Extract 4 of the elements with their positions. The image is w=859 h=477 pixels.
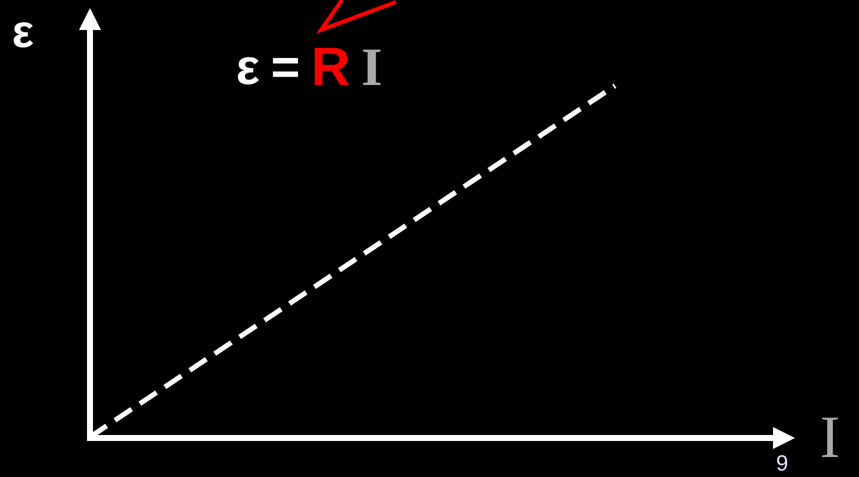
x-axis-title: I [820,404,840,470]
text: 9 [776,450,788,476]
annotation: ε = R I [236,37,382,97]
y-axis-title: ε [12,5,34,57]
